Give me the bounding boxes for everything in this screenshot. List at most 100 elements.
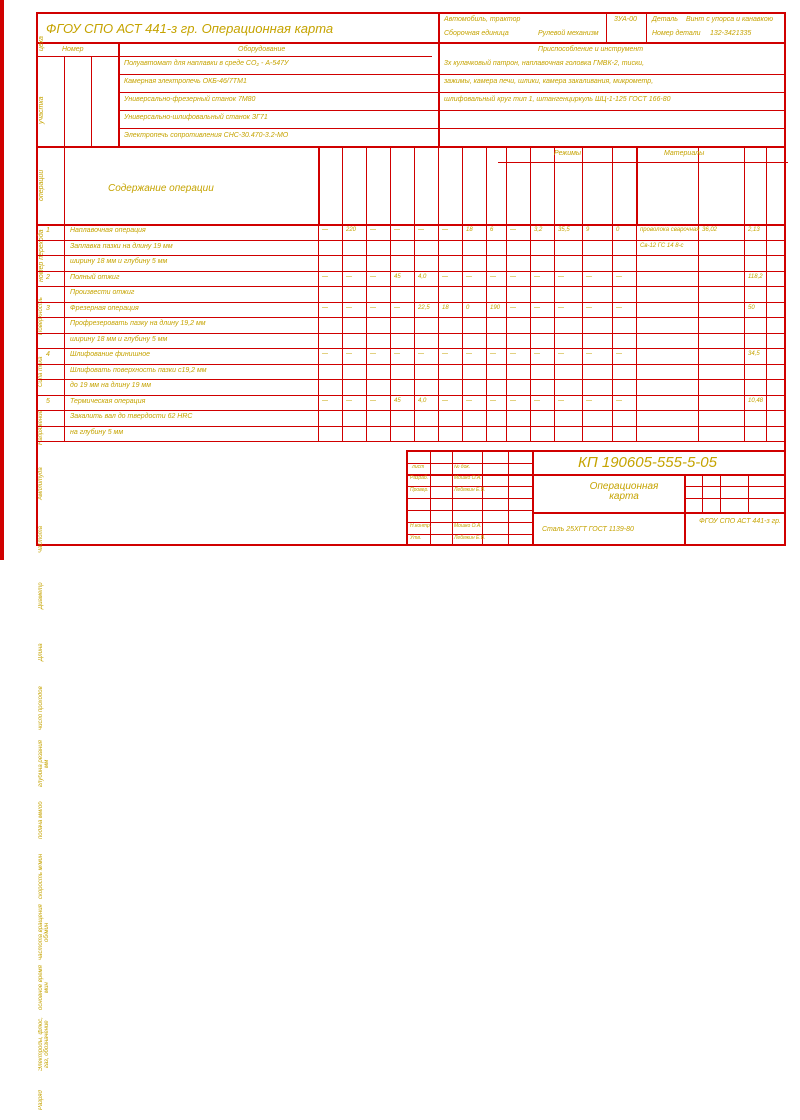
- tb-s4: Разраб.: [410, 476, 428, 481]
- cell: —: [442, 227, 448, 233]
- row-text: на глубину 5 мм: [70, 429, 123, 436]
- col-c7: Диаметр: [38, 568, 44, 624]
- col-r3: скорость м/мин: [38, 848, 44, 904]
- cell: —: [442, 351, 448, 357]
- cell: —: [466, 274, 472, 280]
- cell: 18: [466, 227, 473, 233]
- cell: —: [370, 398, 376, 404]
- cell: 36,02: [702, 227, 717, 233]
- eq1: Полуавтомат для наплавки в среде CO₂ - А…: [124, 60, 288, 67]
- row-text: ширину 18 мм и глубину 5 мм: [70, 258, 167, 265]
- h-auto: Автомобиль, трактор: [444, 16, 520, 23]
- tb-s5: Провер.: [410, 488, 429, 493]
- h-detail-v: Винт с упорса и канавкою: [686, 16, 773, 23]
- col-r2: подача мм/об: [38, 792, 44, 848]
- col-r5: основное время мин: [38, 960, 50, 1016]
- h-unit: Сборочная единица: [444, 30, 509, 37]
- eq5: Электропечь сопротивления СНС-30.470-3.2…: [124, 132, 288, 139]
- cell: —: [534, 305, 540, 311]
- row-text: Шлифовать поверхность пазки с19,2 мм: [70, 367, 207, 374]
- cell: 190: [490, 305, 500, 311]
- ops-header: Содержание операции: [108, 184, 214, 194]
- cell: —: [558, 398, 564, 404]
- tb-p1b: Мошко О.А.: [454, 524, 482, 529]
- cell: 9: [586, 227, 589, 233]
- col-np1: номер перехода: [38, 224, 45, 288]
- cell: —: [490, 351, 496, 357]
- hdr-tools: Приспособление и инструмент: [538, 46, 643, 53]
- cell: 45: [394, 274, 401, 280]
- cell: —: [370, 227, 376, 233]
- cell: 220: [346, 227, 356, 233]
- cell: 0: [616, 227, 619, 233]
- h-unit-v: Рулевой механизм: [538, 30, 599, 37]
- vcol-op: операции: [38, 146, 45, 224]
- cell: —: [346, 305, 352, 311]
- cell: 10,48: [748, 398, 763, 404]
- row-num: 2: [46, 274, 50, 281]
- row-text: Термическая операция: [70, 398, 145, 405]
- t3: шлифовальный круг тип 1, штангенциркуль …: [444, 96, 671, 103]
- cell: 22,5: [418, 305, 430, 311]
- cell: —: [616, 398, 622, 404]
- cell: —: [322, 398, 328, 404]
- cell: —: [466, 398, 472, 404]
- cell: —: [394, 305, 400, 311]
- cell: 50: [748, 305, 755, 311]
- row-text: Заплавка пазки на длину 19 мм: [70, 243, 173, 250]
- cell: —: [442, 274, 448, 280]
- cell: —: [534, 398, 540, 404]
- cell: —: [442, 398, 448, 404]
- col-c3: Сила тока: [38, 344, 44, 400]
- cell: 4,0: [418, 398, 426, 404]
- cell: —: [418, 227, 424, 233]
- row-text: до 19 мм на длину 19 мм: [70, 382, 151, 389]
- h-num-v: 132-3421335: [710, 30, 751, 37]
- cell: —: [510, 227, 516, 233]
- col-mat: Материалы: [664, 150, 704, 157]
- cell: 6: [490, 227, 493, 233]
- cell: —: [394, 351, 400, 357]
- col-grp: Режимы: [554, 150, 581, 157]
- col-r1: глубина резания мм: [38, 736, 50, 792]
- cell: 2,13: [748, 227, 760, 233]
- tb-s7: Утв.: [410, 536, 421, 541]
- hdr-equip: Оборудование: [238, 46, 285, 53]
- row-num: 5: [46, 398, 50, 405]
- drawing-sheet: ФГОУ СПО АСТ 441-з гр. Операционная карт…: [0, 0, 800, 560]
- row-num: 3: [46, 305, 50, 312]
- tb-code: КП 190605-555-5-05: [578, 455, 717, 470]
- col-c9: число проходов: [38, 680, 44, 736]
- tb-p2a: Лебяжин Е.В.: [454, 488, 485, 493]
- tb-s3: лист: [412, 465, 424, 470]
- row-text: Полный отжиг: [70, 274, 119, 281]
- cell: 3,2: [534, 227, 542, 233]
- t2: зажимы, камера печи, шлики, камера закал…: [444, 78, 653, 85]
- cell: 45: [394, 398, 401, 404]
- h-auto-val: 3УА-00: [614, 16, 637, 23]
- cell: —: [394, 227, 400, 233]
- row-num: 4: [46, 351, 50, 358]
- row-text: Произвести отжиг: [70, 289, 134, 296]
- cell: —: [466, 351, 472, 357]
- cell: —: [322, 274, 328, 280]
- row-text: Фрезерная операция: [70, 305, 139, 312]
- cell: проволока сварочная: [640, 227, 699, 233]
- cell: —: [616, 305, 622, 311]
- row-text: ширину 18 мм и глубину 5 мм: [70, 336, 167, 343]
- cell: 34,5: [748, 351, 760, 357]
- cell: —: [534, 351, 540, 357]
- cell: 4,0: [418, 274, 426, 280]
- cell: —: [586, 274, 592, 280]
- col-r4: частота вращения об/мин: [38, 904, 50, 960]
- row-text: Профрезеровать пазку на длину 19,2 мм: [70, 320, 206, 327]
- col-c5: Амплитуда: [38, 456, 44, 512]
- hdr-number: Номер: [62, 46, 84, 53]
- tb-p1a: Мошко О.А.: [454, 476, 482, 481]
- tb-s6: Н.контр.: [410, 524, 431, 529]
- h-detail: Деталь: [652, 16, 678, 23]
- tb-name: Операционная карта: [574, 482, 674, 502]
- row-text: Закалить вал до твердости 62 HRC: [70, 413, 192, 420]
- col-c8: Длина: [38, 624, 44, 680]
- cell: —: [558, 305, 564, 311]
